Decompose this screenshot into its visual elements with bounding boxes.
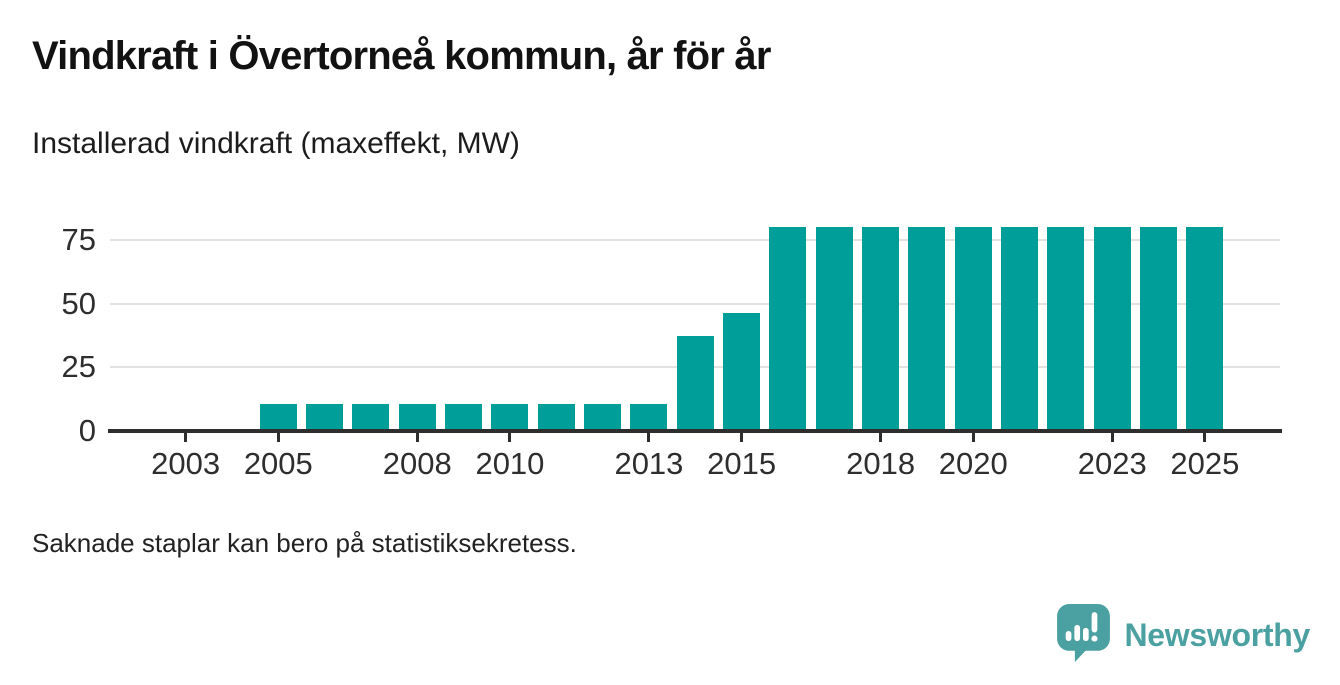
x-tick-2005: [276, 432, 280, 442]
x-axis-label-2015: 2015: [707, 446, 777, 481]
y-axis-label-75: 75: [61, 222, 96, 257]
bar-2013: [630, 404, 668, 431]
x-tick-2023: [1110, 432, 1114, 442]
gridline-75: [110, 239, 1280, 241]
x-axis-label-2013: 2013: [614, 446, 684, 481]
y-axis-label-50: 50: [61, 285, 96, 321]
bar-2006: [306, 404, 344, 431]
x-tick-2018: [879, 432, 883, 442]
x-axis-label-2025: 2025: [1170, 446, 1240, 481]
chart-subtitle: Installerad vindkraft (maxeffekt, MW): [32, 127, 520, 160]
x-tick-2013: [647, 432, 651, 442]
newsworthy-wordmark: Newsworthy: [1124, 616, 1311, 653]
bar-2012: [584, 404, 622, 431]
bar-2010: [491, 404, 529, 431]
bar-2019: [908, 227, 946, 431]
bar-2022: [1047, 227, 1085, 431]
bar-2024: [1140, 227, 1178, 431]
bar-2015: [723, 312, 761, 431]
chart-title: Vindkraft i Övertorneå kommun, år för år: [32, 34, 771, 78]
bar-2023: [1093, 227, 1131, 431]
x-axis-label-2018: 2018: [846, 446, 916, 481]
bar-2009: [445, 404, 483, 431]
y-axis-label-25: 25: [61, 349, 96, 385]
y-axis-label-0: 0: [78, 413, 96, 448]
bar-2017: [815, 227, 853, 431]
x-axis-line: [108, 429, 1282, 433]
gridline-50: [110, 302, 1280, 305]
x-tick-2020: [971, 432, 975, 442]
bar-2008: [398, 404, 436, 431]
chart-footnote: Saknade staplar kan bero på statistiksek…: [32, 528, 577, 558]
x-axis-label-2008: 2008: [382, 446, 452, 481]
x-tick-2010: [508, 432, 512, 442]
bar-2025: [1186, 227, 1224, 431]
x-tick-2015: [740, 432, 744, 442]
newsworthy-logo: Newsworthy: [1055, 601, 1311, 669]
bar-2014: [676, 335, 714, 431]
x-axis-label-2020: 2020: [938, 446, 1008, 481]
bar-2021: [1001, 227, 1039, 431]
x-axis-label-2023: 2023: [1077, 446, 1147, 481]
x-axis-label-2010: 2010: [475, 446, 545, 481]
bar-2011: [537, 404, 575, 431]
x-tick-2008: [415, 432, 419, 442]
x-axis-label-2003: 2003: [151, 446, 221, 481]
bar-2007: [352, 404, 390, 431]
x-tick-2003: [184, 432, 188, 442]
newsworthy-speech-bubble-chart-icon: [1055, 601, 1112, 669]
x-axis-label-2005: 2005: [243, 446, 313, 481]
bar-2005: [259, 404, 297, 431]
bar-2020: [954, 227, 992, 431]
bar-2016: [769, 227, 807, 431]
bar-2018: [862, 227, 900, 431]
x-tick-2025: [1203, 432, 1207, 442]
